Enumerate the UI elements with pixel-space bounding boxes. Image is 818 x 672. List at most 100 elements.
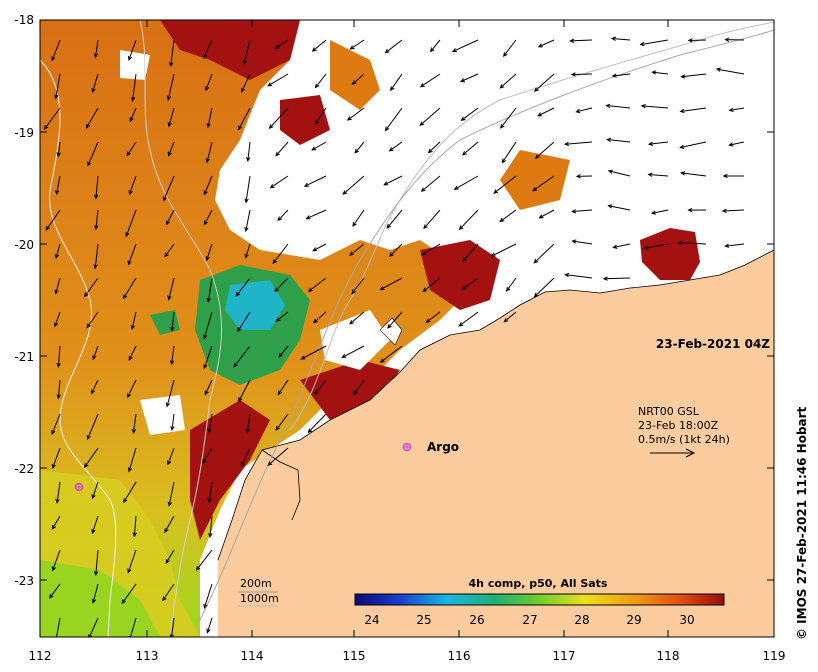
- current-arrow: [539, 209, 555, 219]
- current-arrowhead: [45, 225, 50, 231]
- current-arrowhead: [722, 173, 728, 179]
- credit-text: © IMOS 27-Feb-2021 11:46 Hobart: [795, 406, 809, 640]
- current-arrow: [349, 311, 365, 325]
- current-arrow: [420, 73, 441, 88]
- current-arrow: [304, 175, 327, 187]
- current-arrowhead: [164, 252, 169, 258]
- current-arrow: [91, 515, 99, 534]
- current-arrowhead: [349, 319, 355, 325]
- current-arrowhead: [611, 73, 617, 78]
- current-arrowhead: [277, 216, 282, 222]
- cloud-gap: [120, 50, 150, 80]
- current-arrowhead: [56, 362, 61, 368]
- current-arrow: [572, 209, 593, 212]
- current-arrow: [608, 170, 631, 177]
- current-arrowhead: [267, 82, 273, 87]
- current-arrowhead: [607, 204, 613, 209]
- current-arrowhead: [575, 108, 581, 114]
- current-arrowhead: [51, 56, 56, 62]
- current-arrowhead: [86, 435, 91, 441]
- current-arrow: [133, 413, 137, 433]
- current-arrow: [352, 209, 365, 227]
- current-arrowhead: [419, 83, 425, 88]
- current-arrowhead: [244, 253, 249, 259]
- current-arrow: [493, 175, 517, 194]
- current-arrowhead: [278, 352, 284, 358]
- current-arrow: [729, 141, 745, 146]
- isobath-1000m-label: 1000m: [240, 592, 279, 605]
- current-arrowhead: [425, 318, 431, 323]
- sst-cyan-patch: [225, 280, 285, 330]
- current-arrow: [640, 39, 669, 46]
- isobath-200m-label: 200m: [240, 577, 272, 590]
- current-arrowhead: [127, 260, 132, 266]
- current-arrow: [462, 141, 479, 156]
- current-arrowhead: [269, 184, 275, 189]
- plot-frame: [39, 19, 775, 638]
- current-arrow: [389, 243, 403, 257]
- current-arrow: [92, 345, 99, 360]
- current-arrow: [55, 73, 61, 99]
- current-arrowhead: [537, 43, 543, 48]
- isobath-legend: 200m 1000m: [238, 577, 279, 607]
- current-arrow: [277, 209, 289, 221]
- current-arrowhead: [131, 428, 137, 434]
- current-arrowhead: [56, 394, 61, 400]
- current-arrowhead: [237, 327, 242, 333]
- current-arrow: [168, 277, 175, 300]
- current-arrow: [95, 39, 99, 58]
- current-arrow: [350, 39, 365, 50]
- current-arrow: [571, 73, 593, 75]
- current-arrowhead: [429, 47, 435, 53]
- x-axis: 112 113 114 115 116 117 118 119: [29, 649, 786, 663]
- current-arrow: [208, 481, 213, 503]
- current-arrowhead: [129, 117, 134, 123]
- current-arrowhead: [354, 148, 360, 154]
- current-arrow: [125, 209, 137, 237]
- current-arrowhead: [165, 402, 171, 408]
- current-arrowhead: [499, 217, 505, 223]
- current-arrowhead: [238, 125, 243, 131]
- current-arrow: [163, 175, 175, 201]
- current-arrow: [203, 209, 213, 225]
- current-arrow: [56, 617, 61, 637]
- current-arrow: [95, 549, 99, 575]
- current-arrow: [729, 107, 745, 111]
- current-arrow: [54, 311, 61, 327]
- current-arrowhead: [277, 390, 283, 396]
- current-arrow: [312, 39, 327, 52]
- argo-float-marker: [74, 482, 84, 492]
- current-arrow: [270, 175, 289, 189]
- x-tick-label: 113: [136, 649, 159, 663]
- current-arrowhead: [203, 334, 208, 340]
- current-arrowhead: [206, 628, 211, 634]
- current-arrow: [166, 379, 175, 407]
- current-arrow: [132, 73, 137, 101]
- y-tick-label: -18: [14, 13, 34, 27]
- current-arrowhead: [55, 639, 58, 643]
- current-arrowhead: [204, 390, 209, 396]
- current-arrowhead: [427, 148, 433, 154]
- current-arrowhead: [54, 94, 59, 100]
- current-arrow: [233, 345, 251, 368]
- current-arrow: [314, 379, 327, 396]
- sst-hot-patch: [640, 228, 700, 280]
- current-arrow: [380, 345, 403, 363]
- current-arrow: [459, 311, 479, 327]
- current-arrowhead: [341, 353, 347, 358]
- current-arrowhead: [91, 494, 96, 500]
- current-arrow: [462, 277, 479, 290]
- current-arrow: [387, 311, 403, 329]
- current-arrowhead: [94, 194, 99, 200]
- x-tick-label: 112: [29, 649, 52, 663]
- current-arrow: [430, 39, 441, 52]
- current-arrowhead: [423, 224, 428, 230]
- colorbar-tick: 24: [364, 613, 379, 627]
- y-axis: -18 -19 -20 -21 -22 -23: [14, 13, 34, 588]
- current-arrow: [207, 107, 213, 128]
- current-arrowhead: [91, 529, 96, 535]
- current-arrow: [206, 243, 213, 261]
- current-arrowhead: [240, 462, 245, 468]
- current-arrowhead: [505, 286, 511, 292]
